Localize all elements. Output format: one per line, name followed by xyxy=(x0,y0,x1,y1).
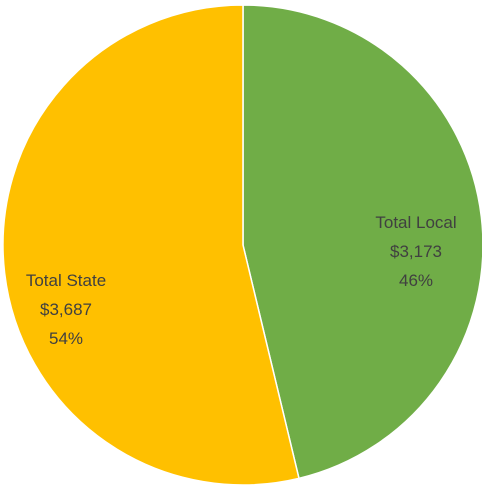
slice-label-total-state: Total State $3,687 54% xyxy=(26,271,106,348)
pie-slices xyxy=(2,4,482,486)
slice-label-percent: 54% xyxy=(49,329,83,348)
slice-label-value: $3,687 xyxy=(40,300,92,319)
slice-label-name: Total State xyxy=(26,271,106,290)
pie-slice-total-local xyxy=(242,4,482,480)
pie-slice-total-state xyxy=(2,4,300,486)
slice-label-name: Total Local xyxy=(375,213,456,232)
slice-label-total-local: Total Local $3,173 46% xyxy=(375,213,456,290)
slice-label-percent: 46% xyxy=(399,271,433,290)
slice-label-value: $3,173 xyxy=(390,242,442,261)
